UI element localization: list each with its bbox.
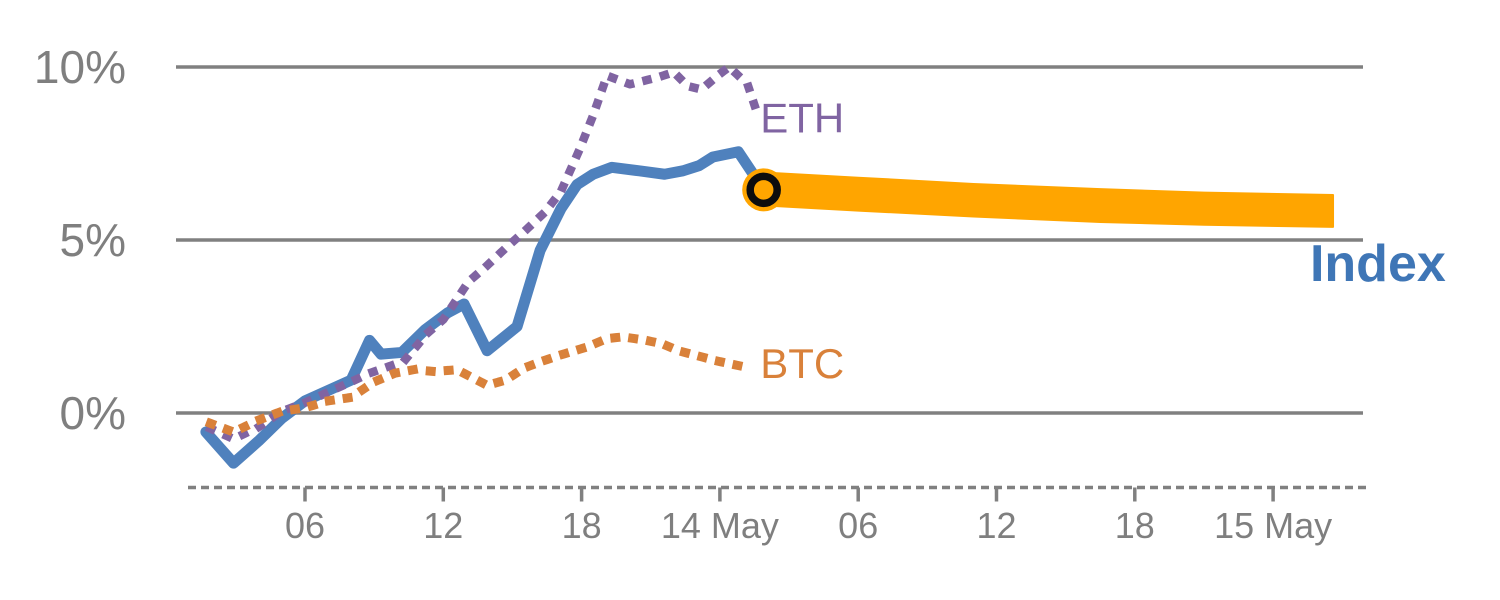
x-tick-label: 18 xyxy=(1115,505,1155,546)
series-btc-line xyxy=(204,332,756,437)
x-tick-label: 15 May xyxy=(1214,505,1332,546)
index-label: Index xyxy=(1310,235,1446,293)
series-eth-line xyxy=(204,62,765,444)
x-tick-label: 12 xyxy=(423,505,463,546)
x-tick-label: 14 May xyxy=(661,505,779,546)
y-tick-label: 5% xyxy=(60,214,126,266)
current-value-marker xyxy=(746,172,781,208)
x-tick-label: 06 xyxy=(838,505,878,546)
x-ticks: 06 12 18 14 May 06 12 18 15 May xyxy=(285,487,1332,546)
btc-label: BTC xyxy=(760,340,844,387)
x-tick-label: 18 xyxy=(562,505,602,546)
y-gridlines: 10% 5% 0% xyxy=(34,41,1363,439)
y-tick-label: 10% xyxy=(34,41,126,93)
x-tick-label: 06 xyxy=(285,505,325,546)
series-index-line xyxy=(200,146,770,469)
eth-label: ETH xyxy=(760,94,844,141)
x-tick-label: 12 xyxy=(976,505,1016,546)
index-forecast-band xyxy=(762,171,1335,228)
y-tick-label: 0% xyxy=(60,387,126,439)
